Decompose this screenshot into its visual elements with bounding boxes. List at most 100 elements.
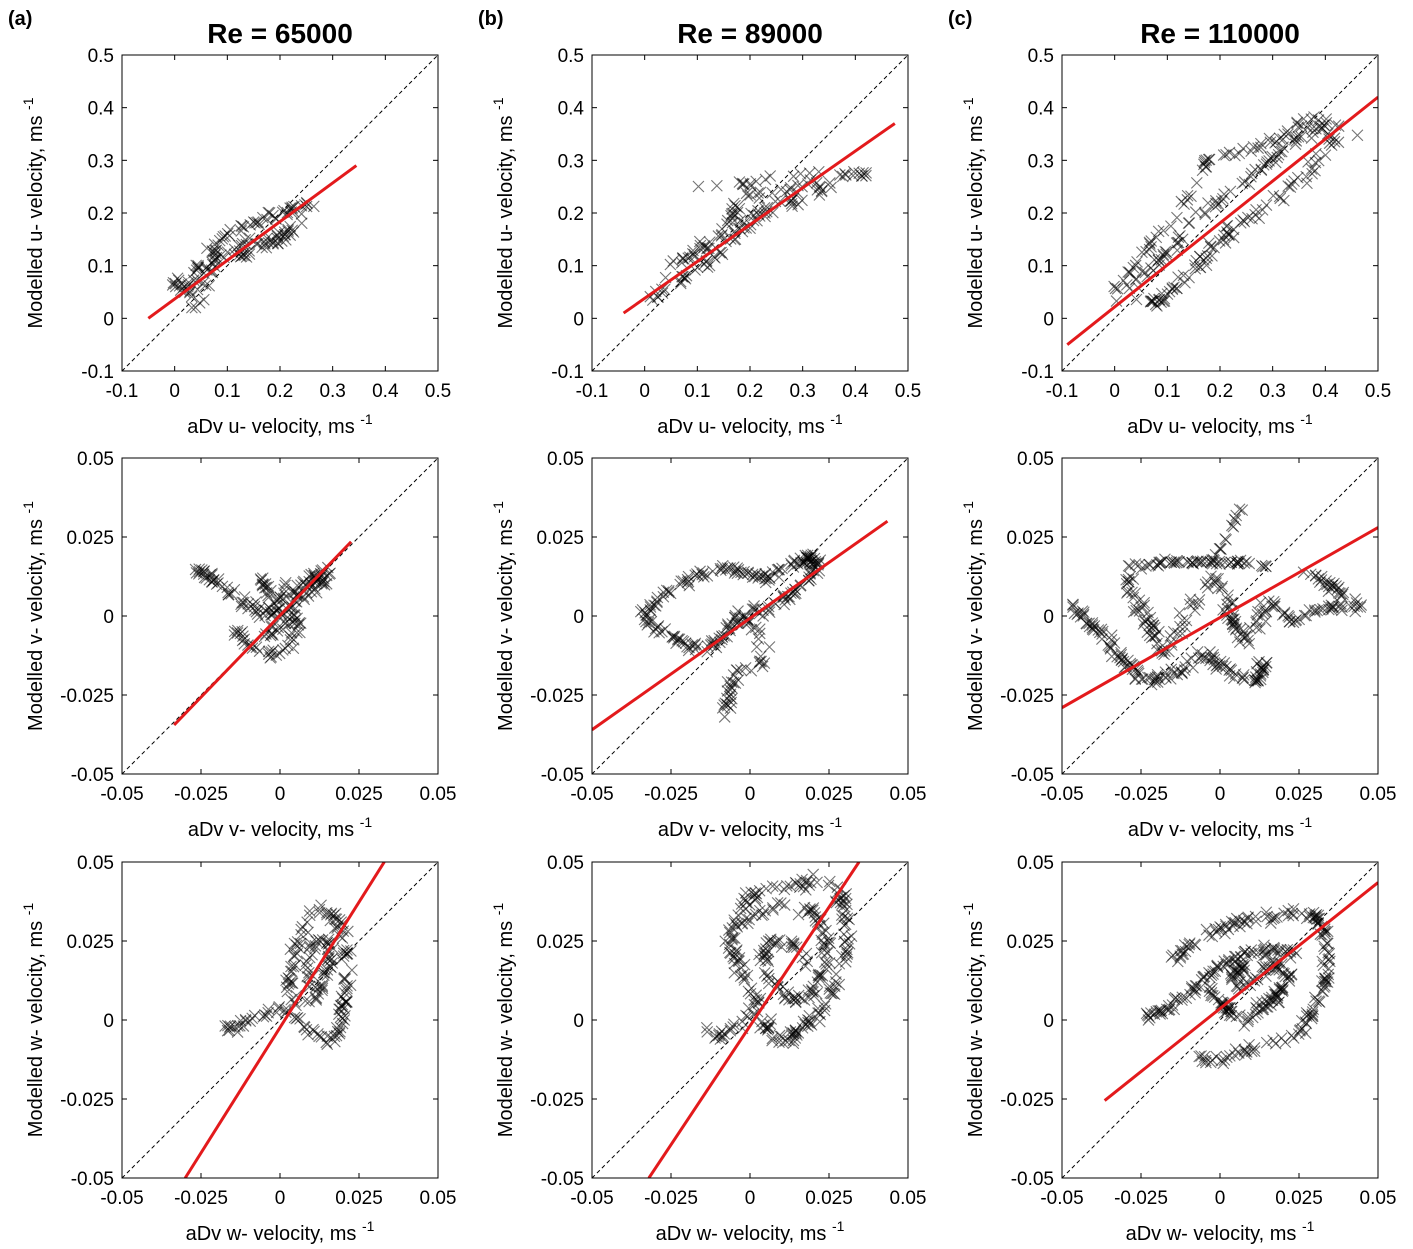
scatter-point bbox=[287, 960, 300, 973]
scatter-point bbox=[662, 585, 675, 597]
y-axis-label: Modelled u- velocity, ms -1 bbox=[20, 97, 47, 328]
scatter-point bbox=[1259, 660, 1272, 673]
scatter-point bbox=[660, 584, 673, 597]
scatter-point bbox=[1132, 666, 1144, 678]
scatter-point bbox=[1167, 556, 1180, 569]
scatter-point bbox=[203, 279, 216, 292]
scatter-point bbox=[1093, 626, 1106, 639]
y-tick-label: 0.1 bbox=[558, 257, 584, 278]
scatter-point bbox=[770, 937, 783, 950]
x-tick-label: -0.05 bbox=[570, 1188, 613, 1209]
scatter-point bbox=[1319, 149, 1332, 161]
y-tick-label: -0.1 bbox=[1021, 362, 1054, 383]
scatter-point bbox=[201, 242, 213, 255]
scatter-point bbox=[727, 932, 739, 944]
scatter-point bbox=[1179, 276, 1191, 289]
scatter-point bbox=[1087, 623, 1100, 636]
scatter-point bbox=[1239, 1048, 1252, 1061]
scatter-point bbox=[1283, 611, 1296, 623]
scatter-panel: -0.1 0 0.1 0.2 0.3 0.4 0.5 -0.1 0 0.1 0.2 0.3 0.4 0.5… bbox=[960, 46, 1391, 438]
scatter-point bbox=[1105, 629, 1118, 642]
y-axis-label-text: Modelled v- velocity, ms bbox=[25, 513, 47, 730]
scatter-point bbox=[231, 1020, 244, 1032]
scatter-point bbox=[291, 1011, 304, 1024]
scatter-point bbox=[229, 1021, 241, 1033]
scatter-point bbox=[1155, 287, 1168, 300]
scatter-point bbox=[1209, 965, 1222, 978]
scatter-point bbox=[774, 897, 787, 909]
x-tick-label: 0.025 bbox=[1275, 1188, 1323, 1209]
series-markers bbox=[1066, 503, 1368, 691]
y-axis-label-text: Modelled u- velocity, ms bbox=[25, 110, 47, 329]
scatter-point bbox=[1292, 121, 1305, 134]
scatter-point bbox=[1189, 604, 1201, 617]
scatter-point bbox=[780, 879, 793, 892]
scatter-point bbox=[1238, 673, 1251, 686]
scatter-point bbox=[770, 881, 783, 894]
scatter-point bbox=[1184, 593, 1197, 606]
scatter-point bbox=[282, 978, 295, 991]
scatter-point bbox=[1215, 582, 1228, 595]
scatter-point bbox=[1224, 185, 1237, 198]
fit-line bbox=[647, 862, 861, 1178]
scatter-point bbox=[313, 903, 326, 916]
scatter-point bbox=[1304, 568, 1317, 581]
scatter-point bbox=[1223, 953, 1235, 966]
scatter-point bbox=[1245, 167, 1258, 180]
scatter-point bbox=[1068, 607, 1081, 620]
scatter-point bbox=[192, 259, 204, 272]
y-tick-label: 0.05 bbox=[547, 449, 584, 470]
scatter-point bbox=[1150, 1005, 1163, 1018]
scatter-point bbox=[1165, 951, 1178, 963]
scatter-point bbox=[789, 995, 802, 1008]
scatter-point bbox=[682, 575, 695, 588]
scatter-point bbox=[1237, 142, 1249, 155]
scatter-point bbox=[276, 623, 289, 636]
scatter-point bbox=[1238, 176, 1251, 188]
scatter-point bbox=[288, 617, 301, 630]
scatter-point bbox=[228, 583, 241, 596]
y-tick-label: -0.05 bbox=[541, 765, 584, 786]
x-axis-label-exponent: -1 bbox=[362, 1218, 375, 1234]
scatter-point bbox=[1193, 594, 1206, 606]
scatter-point bbox=[1205, 989, 1217, 1002]
scatter-point bbox=[1278, 907, 1291, 920]
scatter-point bbox=[741, 190, 754, 202]
y-axis-label: Modelled w- velocity, ms -1 bbox=[20, 903, 47, 1138]
scatter-point bbox=[1269, 156, 1282, 169]
scatter-point bbox=[676, 634, 689, 647]
fit-line bbox=[173, 540, 353, 727]
scatter-point bbox=[1174, 620, 1186, 633]
scatter-point bbox=[329, 913, 341, 925]
scatter-point bbox=[1314, 603, 1327, 616]
fit-line bbox=[592, 519, 889, 731]
x-axis-label: aDv w- velocity, ms -1 bbox=[186, 1218, 375, 1245]
scatter-point bbox=[1083, 617, 1095, 630]
scatter-point bbox=[1291, 116, 1303, 129]
scatter-point bbox=[1182, 941, 1195, 954]
x-tick-label: 0.025 bbox=[1275, 784, 1323, 805]
x-axis-label-text: aDv v- velocity, ms bbox=[1128, 819, 1300, 841]
scatter-point bbox=[258, 630, 271, 643]
scatter-point bbox=[1196, 555, 1209, 568]
scatter-point bbox=[749, 887, 762, 899]
scatter-point bbox=[1209, 194, 1222, 207]
scatter-point bbox=[725, 932, 738, 945]
scatter-point bbox=[1195, 1050, 1207, 1062]
scatter-point bbox=[276, 644, 289, 656]
y-tick-label: 0.3 bbox=[1028, 151, 1054, 172]
scatter-point bbox=[1190, 980, 1203, 992]
scatter-point bbox=[261, 213, 273, 226]
scatter-point bbox=[723, 946, 736, 959]
scatter-point bbox=[721, 218, 733, 231]
scatter-point bbox=[1187, 557, 1200, 570]
x-axis-label: aDv w- velocity, ms -1 bbox=[1126, 1218, 1315, 1245]
scatter-point bbox=[284, 633, 297, 646]
scatter-point bbox=[1238, 1045, 1251, 1057]
scatter-point bbox=[1127, 591, 1140, 604]
scatter-point bbox=[1328, 135, 1341, 148]
scatter-point bbox=[1320, 117, 1333, 129]
scatter-point bbox=[667, 255, 680, 267]
scatter-point bbox=[825, 181, 837, 194]
scatter-point bbox=[250, 596, 262, 608]
